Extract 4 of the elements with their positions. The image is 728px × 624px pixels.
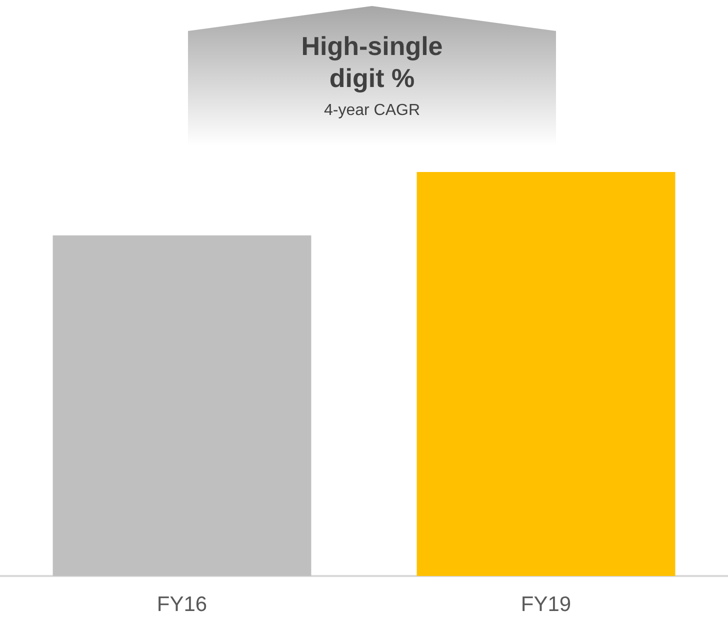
text: 4-year CAGR bbox=[322, 102, 422, 120]
x-tick-label: FY19 bbox=[520, 593, 572, 616]
text: High-single digit % bbox=[300, 30, 444, 94]
x-tick-label: FY16 bbox=[156, 593, 208, 616]
